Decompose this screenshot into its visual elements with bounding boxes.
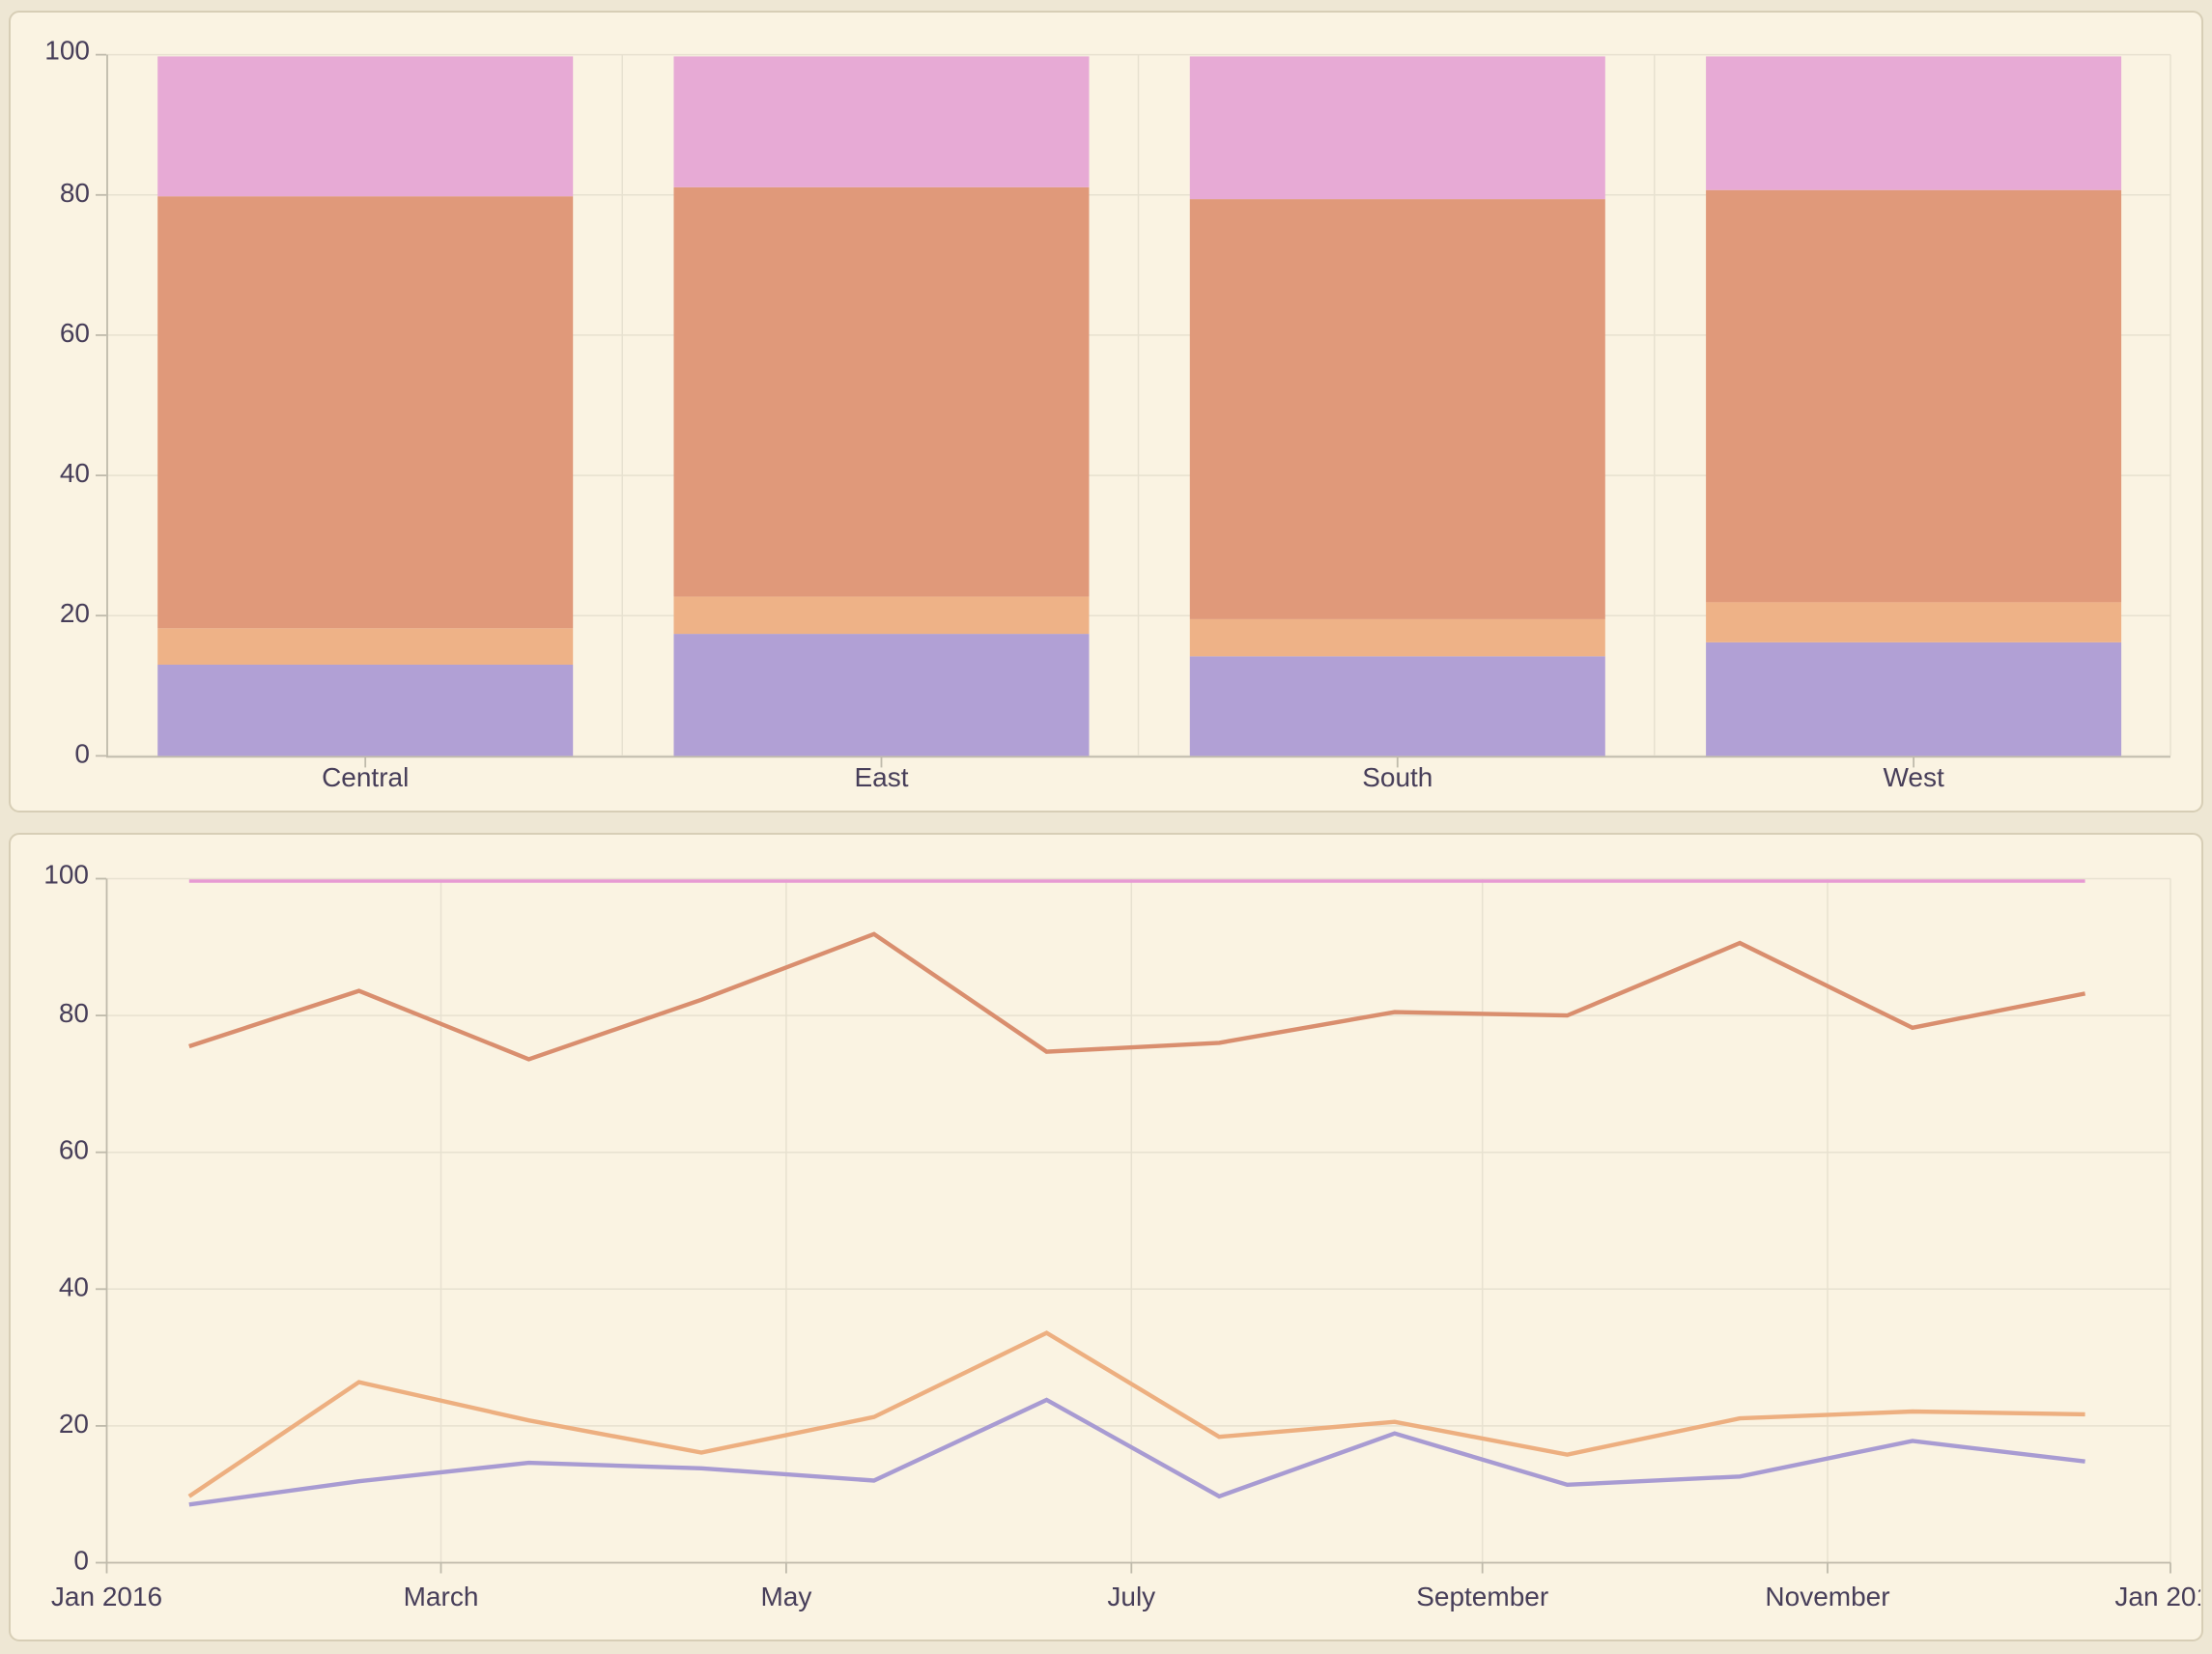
svg-text:100: 100 — [43, 859, 89, 889]
svg-text:September: September — [1416, 1582, 1548, 1611]
svg-text:November: November — [1765, 1582, 1889, 1611]
svg-text:80: 80 — [59, 177, 89, 207]
svg-text:40: 40 — [59, 458, 89, 488]
svg-text:South: South — [1362, 762, 1432, 792]
svg-text:60: 60 — [58, 1134, 88, 1164]
svg-text:60: 60 — [59, 317, 89, 347]
svg-text:May: May — [760, 1582, 811, 1611]
svg-text:July: July — [1107, 1582, 1155, 1611]
svg-text:20: 20 — [58, 1408, 88, 1438]
svg-text:West: West — [1883, 762, 1943, 792]
svg-text:East: East — [854, 762, 908, 792]
svg-text:Central: Central — [322, 762, 409, 792]
svg-text:Jan 2017: Jan 2017 — [2114, 1582, 2200, 1611]
svg-text:100: 100 — [44, 35, 90, 65]
svg-text:80: 80 — [58, 998, 88, 1028]
svg-text:20: 20 — [59, 598, 89, 628]
svg-text:March: March — [403, 1582, 478, 1611]
svg-text:40: 40 — [58, 1271, 88, 1301]
svg-text:0: 0 — [74, 738, 90, 768]
svg-text:Jan 2016: Jan 2016 — [50, 1582, 161, 1611]
svg-text:0: 0 — [73, 1545, 89, 1575]
